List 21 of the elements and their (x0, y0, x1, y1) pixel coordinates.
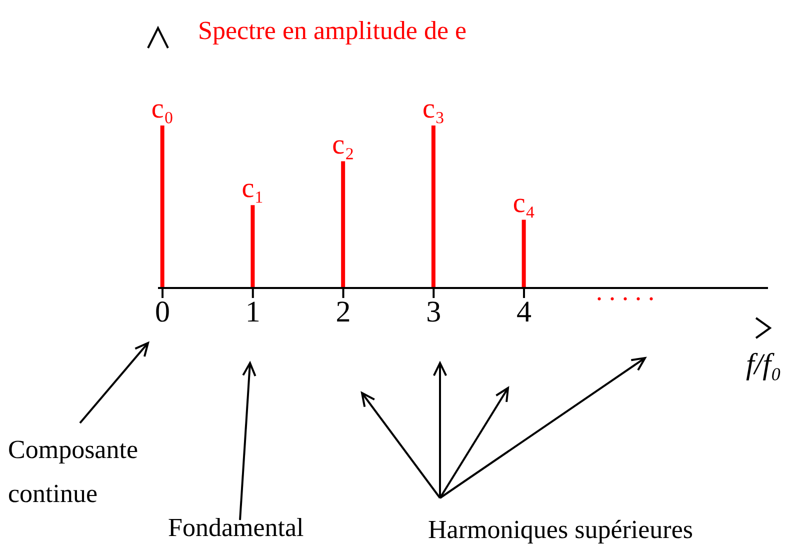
x-tick-label: 1 (245, 295, 260, 328)
x-tick-label: 4 (516, 295, 532, 328)
annotation: c₀ (151, 94, 174, 124)
annotation: c₄ (512, 188, 536, 219)
annotation: c₃ (422, 94, 445, 124)
bar (341, 161, 346, 288)
bar (250, 205, 255, 288)
x-tick-label: 3 (426, 295, 442, 328)
text: Harmoniques supérieures (428, 514, 694, 546)
bar (522, 220, 526, 288)
chart-title: Spectre en amplitude de e (198, 16, 467, 46)
x-tick-label: 0 (155, 295, 170, 328)
annotation: . . . . . (596, 276, 656, 308)
x-tick-label: 2 (336, 295, 351, 328)
annotation: c₁ (242, 173, 264, 204)
text: Fondamental (168, 512, 305, 544)
bar (431, 126, 436, 288)
x-axis-title: f/f₀ (746, 348, 782, 382)
bar (160, 126, 164, 288)
annotation: c₂ (332, 129, 354, 160)
text: Composante continue (8, 435, 138, 508)
